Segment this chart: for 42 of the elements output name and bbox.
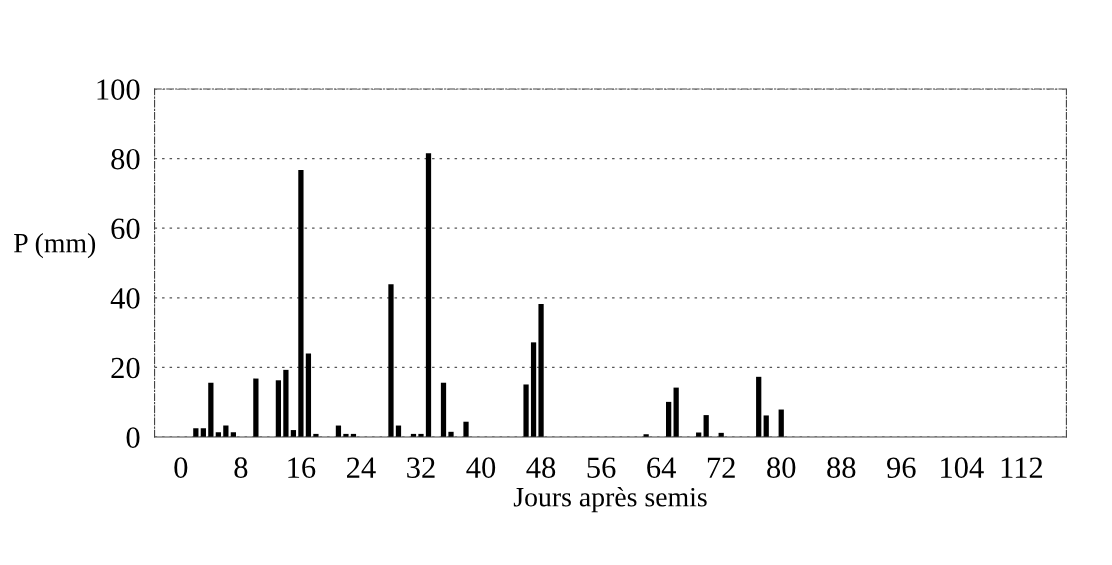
bar xyxy=(778,409,784,438)
x-tick-label: 80 xyxy=(767,457,796,478)
x-tick-label: 112 xyxy=(1001,457,1043,478)
y-tick-label: 20 xyxy=(111,357,140,379)
bar xyxy=(425,153,432,438)
bar xyxy=(673,387,679,438)
y-axis-title: P (mm) xyxy=(14,233,96,259)
bar xyxy=(305,353,312,438)
y-tick-label: 60 xyxy=(111,218,140,240)
x-tick-label: 56 xyxy=(587,457,616,478)
y-tick-label: 40 xyxy=(110,288,140,309)
x-tick-label: 8 xyxy=(234,457,248,478)
x-tick-label: 96 xyxy=(887,457,916,478)
bar xyxy=(275,380,282,438)
bar xyxy=(530,342,537,438)
bar xyxy=(463,421,469,438)
bar xyxy=(388,284,394,438)
bar xyxy=(538,304,544,438)
bar xyxy=(253,378,259,438)
bar xyxy=(440,382,447,438)
x-tick-label: 16 xyxy=(288,457,316,478)
x-tick-label: 104 xyxy=(941,457,984,478)
x-tick-label: 0 xyxy=(174,457,188,478)
bar xyxy=(703,415,709,438)
x-tick-label: 64 xyxy=(647,457,676,478)
x-tick-label: 32 xyxy=(407,457,435,478)
bar xyxy=(763,415,769,438)
bar xyxy=(208,382,214,438)
bar xyxy=(523,384,529,438)
x-axis-title: Jours après semis xyxy=(513,486,707,513)
bar xyxy=(666,401,672,438)
y-tick-label: 0 xyxy=(126,427,140,448)
bar xyxy=(756,376,762,438)
x-tick-label: 88 xyxy=(827,457,856,478)
x-tick-label: 72 xyxy=(707,457,735,478)
y-tick-label: 80 xyxy=(111,148,140,170)
x-tick-label: 24 xyxy=(347,457,376,478)
bar xyxy=(298,170,304,438)
y-tick-label: 100 xyxy=(97,79,140,100)
x-tick-label: 48 xyxy=(526,457,556,478)
x-tick-label: 40 xyxy=(466,457,496,478)
bar xyxy=(283,369,289,438)
